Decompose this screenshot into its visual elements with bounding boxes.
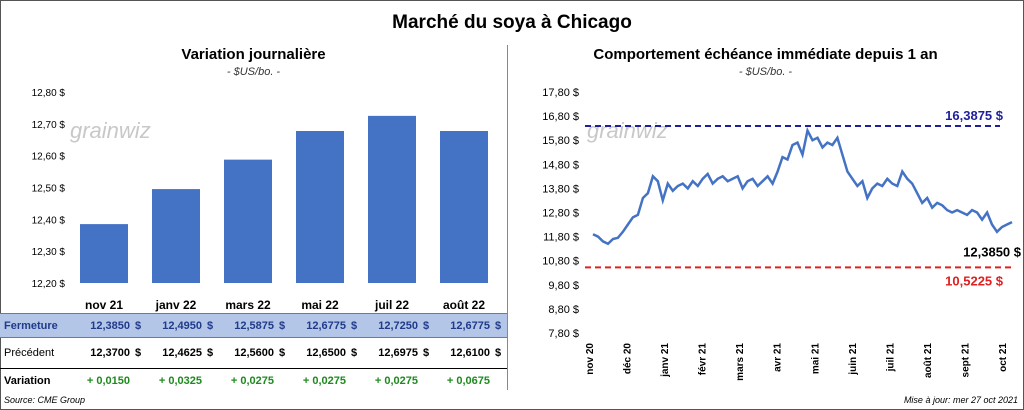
y-tick-label: 7,80 $ xyxy=(548,328,579,340)
update-note: Mise à jour: mer 27 oct 2021 xyxy=(903,395,1018,405)
row-label: Fermeture xyxy=(4,320,58,332)
table-cell: 12,3700 xyxy=(90,347,130,359)
table-row-previous: Précédent 12,3700 $12,4625 $12,5600 $12,650… xyxy=(0,341,507,366)
panel-divider xyxy=(507,45,508,390)
y-tick-label: 16,80 $ xyxy=(542,111,579,123)
table-row-variation: Variation + 0,0150 + 0,0325 + 0,0275 + 0,02… xyxy=(0,368,507,393)
x-tick-label: mars 21 xyxy=(735,343,746,381)
x-tick-label: sept 21 xyxy=(960,343,971,378)
y-tick-label: 12,20 $ xyxy=(32,279,66,290)
x-tick-label: janv 21 xyxy=(660,343,671,378)
table-cell: 12,6775 xyxy=(306,320,346,332)
left-chart-unit: - $US/bo. - xyxy=(226,66,281,78)
table-cell: 12,5600 xyxy=(234,347,274,359)
currency-symbol: $ xyxy=(279,347,286,359)
x-tick-label: nov 20 xyxy=(585,343,596,375)
table-cell: 12,4625 xyxy=(162,347,202,359)
bar xyxy=(440,130,488,283)
table-cell: + 0,0675 xyxy=(446,375,490,387)
y-tick-label: 17,80 $ xyxy=(542,87,579,99)
x-tick-label: oct 21 xyxy=(998,343,1009,372)
bar xyxy=(368,115,416,283)
y-tick-label: 12,60 $ xyxy=(32,152,66,163)
left-chart-title: Variation journalière xyxy=(181,46,326,63)
x-tick-label: déc 20 xyxy=(623,343,634,375)
x-tick-label: mai 22 xyxy=(301,298,339,312)
y-tick-label: 12,80 $ xyxy=(542,208,579,220)
currency-symbol: $ xyxy=(423,347,430,359)
watermark-logo: grainwiz xyxy=(587,118,668,143)
x-tick-label: nov 21 xyxy=(85,298,123,312)
table-cell: + 0,0275 xyxy=(230,375,274,387)
bar xyxy=(80,224,128,283)
bar xyxy=(224,159,272,283)
y-tick-label: 12,50 $ xyxy=(32,184,66,195)
table-cell: 12,3850 xyxy=(90,320,130,332)
y-tick-label: 10,80 $ xyxy=(542,256,579,268)
x-tick-label: juil 21 xyxy=(885,343,896,373)
table-cell: + 0,0150 xyxy=(86,375,130,387)
table-cell: 12,5875 xyxy=(234,320,274,332)
currency-symbol: $ xyxy=(423,320,430,332)
line-chart: grainwiz 7,80 $ 8,80 $ 9,80 $ 10,80 $ 11,80 $… xyxy=(542,87,1022,381)
y-tick-label: 12,30 $ xyxy=(32,247,66,258)
right-chart-title: Comportement échéance immédiate depuis 1… xyxy=(593,46,938,63)
y-tick-label: 15,80 $ xyxy=(542,135,579,147)
table-cell: + 0,0275 xyxy=(302,375,346,387)
x-tick-label: août 21 xyxy=(923,343,934,378)
source-note: Source: CME Group xyxy=(4,395,86,405)
x-tick-label: mai 21 xyxy=(810,343,821,375)
last-price-label: 12,3850 $ xyxy=(963,245,1022,260)
main-title: Marché du soya à Chicago xyxy=(392,12,632,33)
y-tick-label: 8,80 $ xyxy=(548,304,579,316)
x-tick-label: août 22 xyxy=(443,298,485,312)
low-label: 10,5225 $ xyxy=(945,273,1004,288)
y-tick-label: 11,80 $ xyxy=(543,232,579,244)
y-tick-label: 12,80 $ xyxy=(32,88,66,99)
currency-symbol: $ xyxy=(495,320,502,332)
row-label: Variation xyxy=(4,375,51,387)
table-cell: 12,6775 xyxy=(450,320,490,332)
table-cell: + 0,0275 xyxy=(374,375,418,387)
bar-chart: grainwiz 12,20 $ 12,30 $ 12,40 $ 12,50 $ 12,6… xyxy=(32,88,488,312)
right-chart-unit: - $US/bo. - xyxy=(738,66,793,78)
x-tick-label: mars 22 xyxy=(225,298,271,312)
table-cell: 12,4950 xyxy=(162,320,202,332)
currency-symbol: $ xyxy=(495,347,502,359)
watermark-logo: grainwiz xyxy=(70,118,151,143)
currency-symbol: $ xyxy=(351,320,358,332)
currency-symbol: $ xyxy=(279,320,286,332)
x-tick-label: avr 21 xyxy=(773,343,784,372)
x-tick-label: juin 21 xyxy=(848,343,859,376)
currency-symbol: $ xyxy=(135,320,142,332)
row-label: Précédent xyxy=(4,347,55,359)
y-tick-label: 13,80 $ xyxy=(542,183,579,195)
table-cell: + 0,0325 xyxy=(158,375,202,387)
currency-symbol: $ xyxy=(351,347,358,359)
table-cell: 12,7250 xyxy=(378,320,418,332)
x-tick-label: juil 22 xyxy=(374,298,409,312)
table-cell: 12,6500 xyxy=(306,347,346,359)
price-line xyxy=(592,126,1013,246)
table-cell: 12,6975 xyxy=(378,347,418,359)
table-row-close: Fermeture 12,3850 $12,4950 $12,5875 $12,677… xyxy=(0,313,507,338)
y-tick-label: 14,80 $ xyxy=(542,159,579,171)
table-cell: 12,6100 xyxy=(450,347,490,359)
x-tick-label: févr 21 xyxy=(698,343,709,376)
currency-symbol: $ xyxy=(207,320,214,332)
y-tick-label: 9,80 $ xyxy=(548,280,579,292)
bar xyxy=(152,189,200,283)
currency-symbol: $ xyxy=(135,347,142,359)
currency-symbol: $ xyxy=(207,347,214,359)
y-tick-label: 12,40 $ xyxy=(32,215,66,226)
high-label: 16,3875 $ xyxy=(945,108,1004,123)
bar xyxy=(296,130,344,283)
x-tick-label: janv 22 xyxy=(155,298,197,312)
y-tick-label: 12,70 $ xyxy=(32,120,66,131)
